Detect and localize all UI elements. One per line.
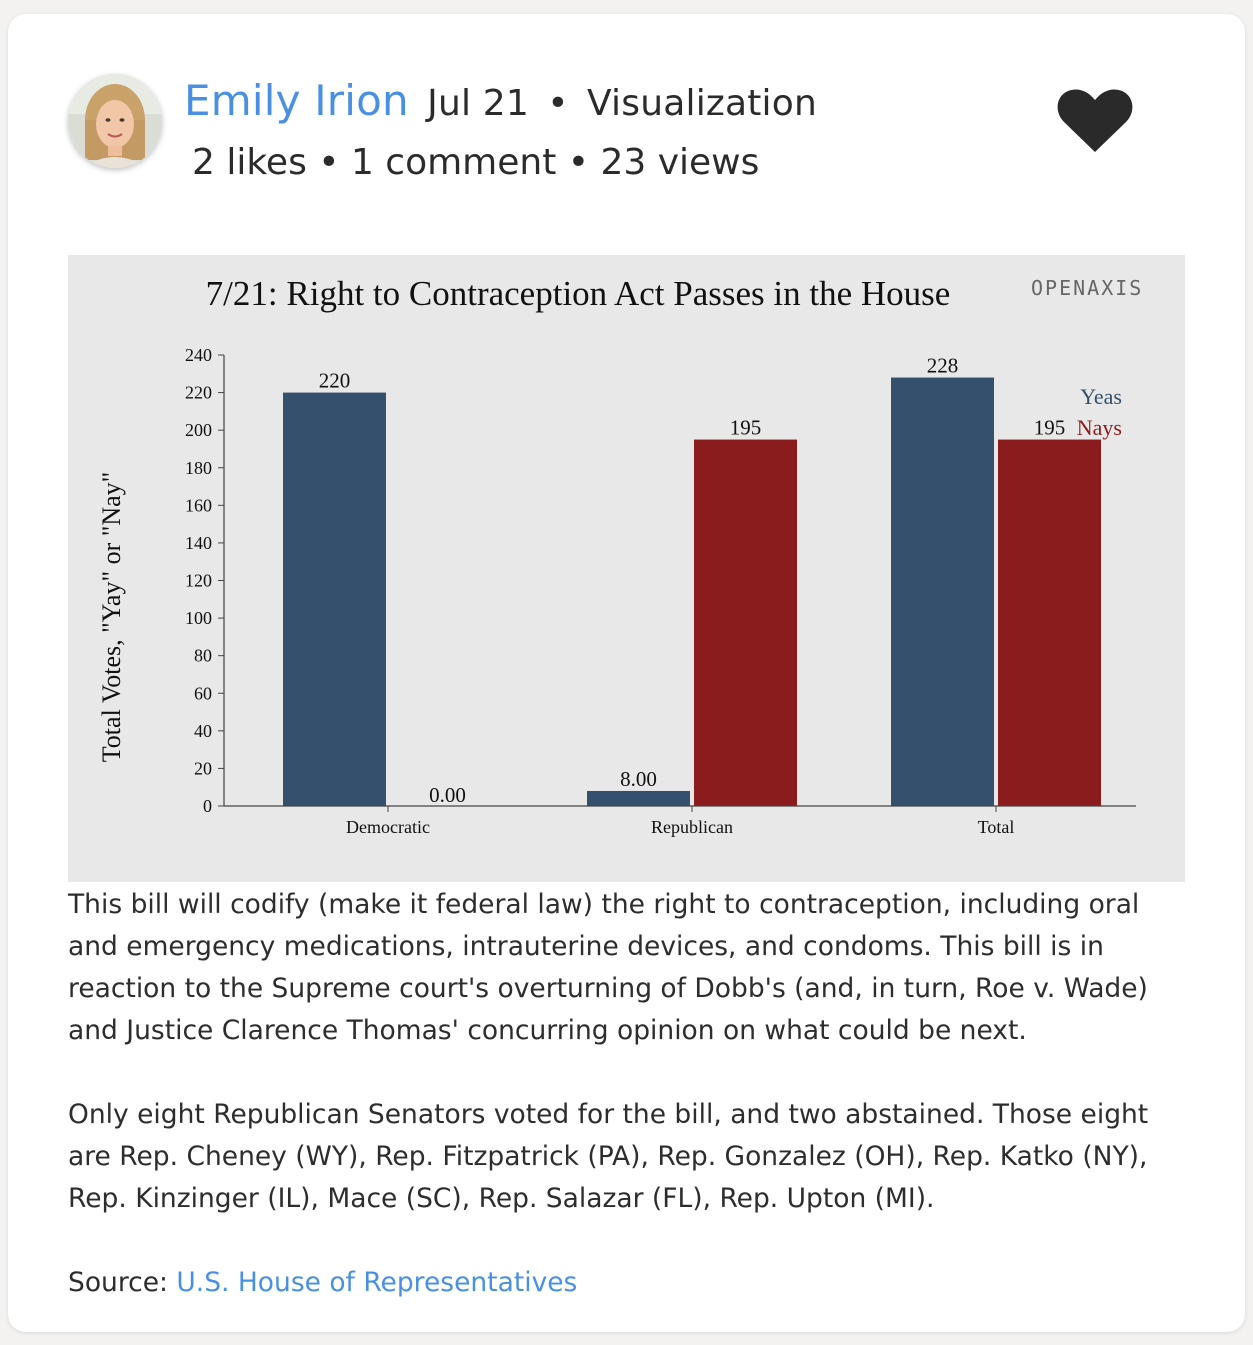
source-line: Source: U.S. House of Representatives	[68, 1262, 577, 1304]
y-tick-label: 200	[185, 420, 212, 440]
bar-yeas-republican	[587, 790, 690, 806]
post-date: Jul 21	[427, 83, 530, 124]
data-label: 228	[927, 354, 959, 378]
bar-nays-total	[998, 439, 1101, 806]
y-tick-label: 220	[185, 383, 212, 403]
avatar-image	[68, 74, 162, 168]
source-label: Source:	[68, 1267, 168, 1298]
source-link[interactable]: U.S. House of Representatives	[176, 1267, 578, 1298]
x-tick-label: Democratic	[346, 817, 430, 837]
x-tick-label: Total	[978, 817, 1015, 837]
data-label: 195	[1034, 416, 1066, 440]
description-paragraph-2: Only eight Republican Senators voted for…	[68, 1099, 1149, 1214]
post-stats: 2 likes • 1 comment • 23 views	[192, 142, 760, 183]
like-button[interactable]	[1056, 86, 1134, 156]
y-tick-label: 240	[185, 345, 212, 365]
legend-nays: Nays	[1077, 415, 1122, 440]
y-tick-label: 0	[203, 796, 212, 816]
data-label: 0.00	[429, 783, 466, 807]
y-tick-label: 140	[185, 533, 212, 553]
y-tick-label: 80	[194, 646, 212, 666]
bar-chart: 7/21: Right to Contraception Act Passes …	[97, 274, 1143, 837]
chart-title: 7/21: Right to Contraception Act Passes …	[206, 274, 951, 313]
post-card: Emily Irion Jul 21 • Visualization 2 lik…	[8, 14, 1245, 1332]
chart-watermark: OPENAXIS	[1031, 276, 1143, 300]
chart-container: 7/21: Right to Contraception Act Passes …	[68, 255, 1185, 882]
x-tick-label: Republican	[651, 817, 733, 837]
author-avatar[interactable]	[68, 74, 162, 168]
post-header: Emily Irion Jul 21 • Visualization	[184, 76, 817, 125]
y-tick-label: 180	[185, 458, 212, 478]
y-tick-label: 20	[194, 758, 212, 778]
bar-yeas-democratic	[283, 392, 386, 806]
y-axis-label: Total Votes, "Yay" or "Nay"	[97, 472, 126, 763]
description-paragraph-1: This bill will codify (make it federal l…	[68, 889, 1148, 1046]
data-label: 220	[319, 369, 351, 393]
y-tick-label: 40	[194, 721, 212, 741]
bar-yeas-total	[891, 377, 994, 806]
post-category[interactable]: Visualization	[587, 83, 818, 124]
y-tick-label: 100	[185, 608, 212, 628]
y-tick-label: 120	[185, 571, 212, 591]
bar-nays-republican	[694, 439, 797, 806]
data-label: 195	[730, 416, 762, 440]
data-label: 8.00	[620, 767, 657, 791]
legend-yeas: Yeas	[1080, 384, 1122, 409]
y-tick-label: 60	[194, 683, 212, 703]
post-body: This bill will codify (make it federal l…	[68, 884, 1193, 1262]
heart-icon	[1057, 89, 1133, 152]
author-link[interactable]: Emily Irion	[184, 76, 409, 125]
separator-dot: •	[547, 83, 569, 124]
y-tick-label: 160	[185, 495, 212, 515]
